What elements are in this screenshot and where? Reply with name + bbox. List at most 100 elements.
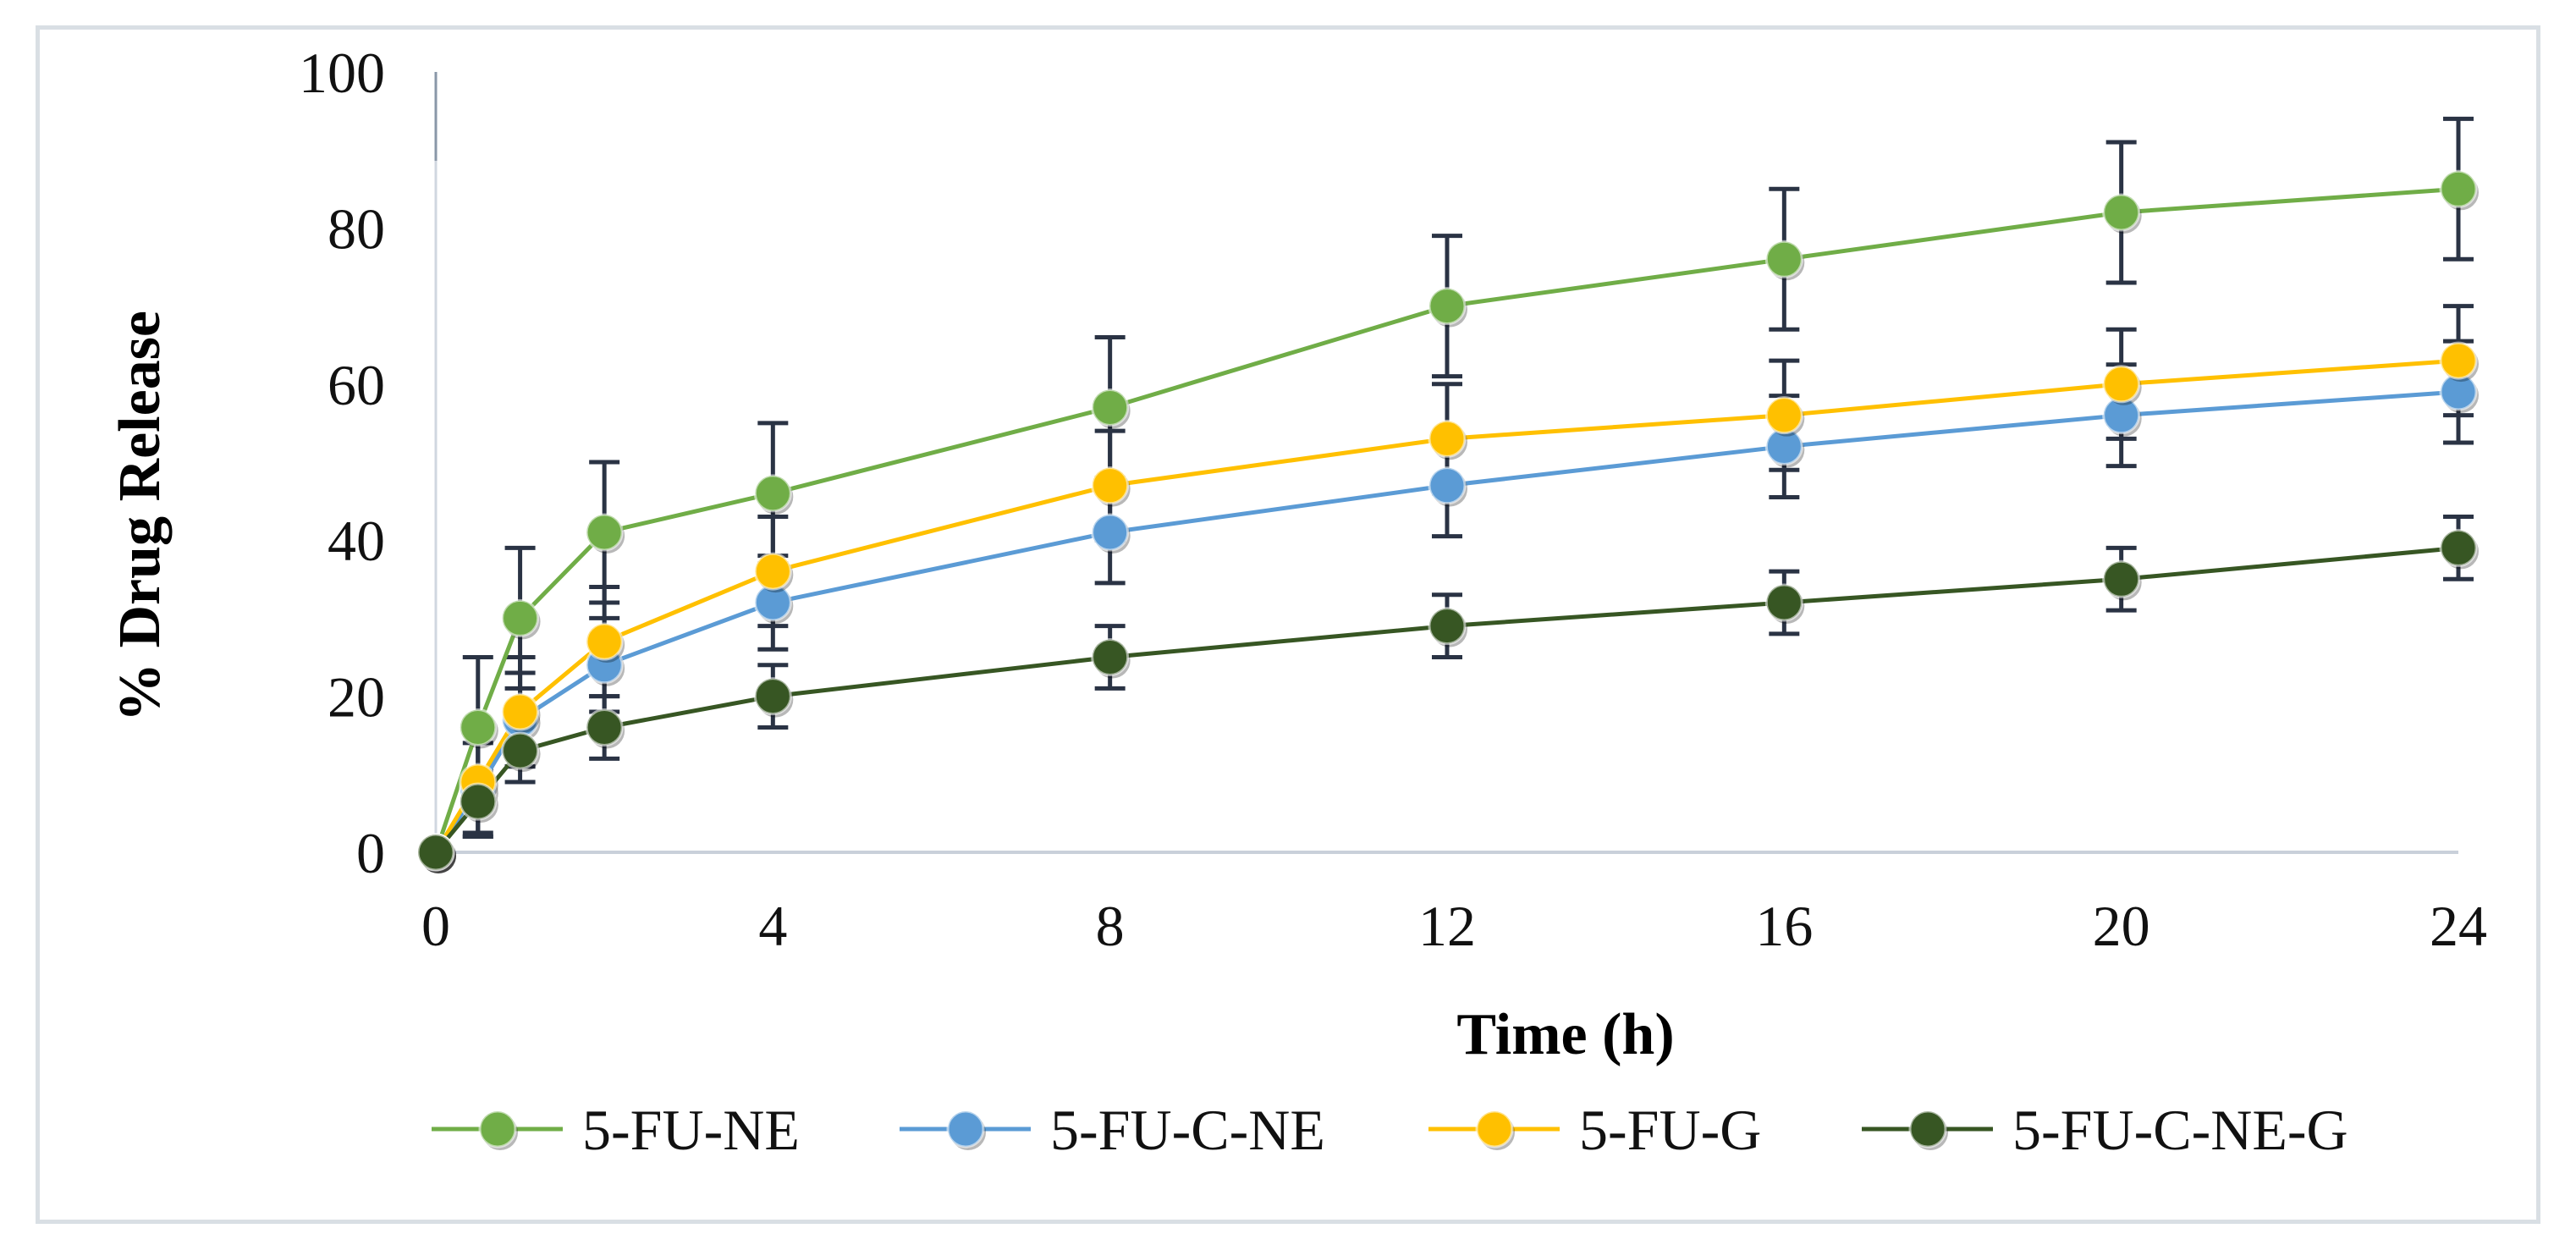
data-point [2439, 528, 2479, 570]
data-point [1764, 240, 1805, 281]
series-line [434, 545, 2459, 854]
data-point [501, 598, 541, 640]
data-point [2439, 341, 2479, 383]
legend-item: 5-FU-NE [432, 1098, 800, 1162]
marker-dot [585, 622, 624, 661]
y-tick-label: 40 [328, 509, 385, 573]
series-lines [433, 186, 2459, 854]
marker-dot [2102, 365, 2141, 404]
marker-dot [2439, 169, 2478, 208]
data-point [1764, 583, 1805, 624]
marker-dot [1908, 1110, 1947, 1149]
data-point [2102, 365, 2142, 405]
data-point [1428, 287, 1467, 328]
marker-dot [459, 708, 498, 746]
marker-dot [1091, 513, 1130, 552]
data-point [585, 708, 625, 749]
marker-dot [1764, 240, 1803, 278]
series-line [433, 186, 2459, 853]
x-tick-label: 20 [2093, 894, 2150, 958]
y-tick-label: 80 [328, 196, 385, 261]
marker-dot [478, 1110, 517, 1149]
data-point [1091, 638, 1131, 679]
legend-label: 5-FU-NE [582, 1098, 800, 1162]
legend-item: 5-FU-G [1428, 1098, 1761, 1162]
data-point [2439, 372, 2479, 414]
data-point [2102, 193, 2142, 234]
marker-dot [1091, 466, 1130, 505]
marker-dot [2102, 559, 2141, 598]
data-point [585, 622, 625, 664]
data-point [753, 552, 794, 593]
data-point [501, 731, 541, 773]
data-point [1428, 607, 1467, 647]
legend-label: 5-FU-C-NE [1050, 1098, 1325, 1162]
data-point [585, 513, 625, 554]
marker-dot [416, 833, 455, 872]
marker-dot [2439, 341, 2478, 380]
x-tick-label: 4 [758, 894, 787, 958]
data-point [1764, 396, 1805, 437]
data-point [459, 708, 498, 749]
x-tick-label: 0 [421, 894, 450, 958]
marker-dot [946, 1110, 985, 1149]
y-tick-label: 20 [328, 665, 385, 730]
marker-dot [1091, 388, 1130, 427]
y-tick-label: 100 [299, 41, 385, 105]
legend-label: 5-FU-C-NE-G [2012, 1098, 2348, 1162]
data-point [501, 692, 541, 734]
marker-dot [501, 731, 540, 770]
data-point [1764, 427, 1805, 468]
legend-item: 5-FU-C-NE-G [1862, 1098, 2348, 1162]
data-point [416, 833, 456, 873]
legend-marker [1908, 1110, 1948, 1150]
x-tick-label: 8 [1096, 894, 1125, 958]
y-tick-label: 60 [328, 353, 385, 417]
data-point [1091, 513, 1131, 554]
marker-dot [585, 708, 624, 746]
data-point [753, 474, 794, 515]
data-point [1091, 466, 1131, 507]
marker-dot [459, 782, 498, 821]
marker-dot [2102, 193, 2141, 232]
marker-dot [753, 474, 792, 513]
marker-dot [1764, 583, 1803, 622]
data-point [2439, 169, 2479, 211]
marker-dot [501, 598, 540, 637]
marker-dot [1475, 1110, 1514, 1149]
marker-dot [753, 552, 792, 591]
marker-dot [1764, 396, 1803, 435]
data-point [2102, 396, 2142, 437]
y-tick-label: 0 [356, 821, 385, 885]
marker-dot [1428, 287, 1467, 326]
marker-dot [753, 677, 792, 716]
data-point [753, 677, 794, 718]
marker-dot [1428, 466, 1467, 505]
data-point [1428, 466, 1467, 507]
data-point [2102, 559, 2142, 601]
data-point [753, 583, 794, 624]
data-point [1428, 419, 1467, 460]
y-axis-title: % Drug Release [107, 311, 173, 722]
marker-dot [1091, 638, 1130, 676]
data-point [459, 782, 498, 824]
legend-marker [478, 1110, 518, 1150]
marker-dot [1428, 419, 1467, 458]
marker-dot [1428, 607, 1467, 646]
series-markers [416, 169, 2479, 873]
data-point [1091, 388, 1131, 429]
legend-marker [1475, 1110, 1515, 1150]
marker-dot [585, 513, 624, 552]
x-tick-label: 16 [1755, 894, 1813, 958]
legend-label: 5-FU-G [1579, 1098, 1761, 1162]
x-tick-label: 12 [1418, 894, 1476, 958]
x-tick-label: 24 [2430, 894, 2487, 958]
x-axis-title: Time (h) [1456, 1002, 1674, 1067]
legend-marker [946, 1110, 986, 1150]
marker-dot [501, 692, 540, 731]
series-line [433, 389, 2459, 854]
series-line [433, 358, 2459, 854]
axis-labels: Time (h) % Drug Release [107, 311, 1675, 1067]
marker-dot [2439, 528, 2478, 567]
